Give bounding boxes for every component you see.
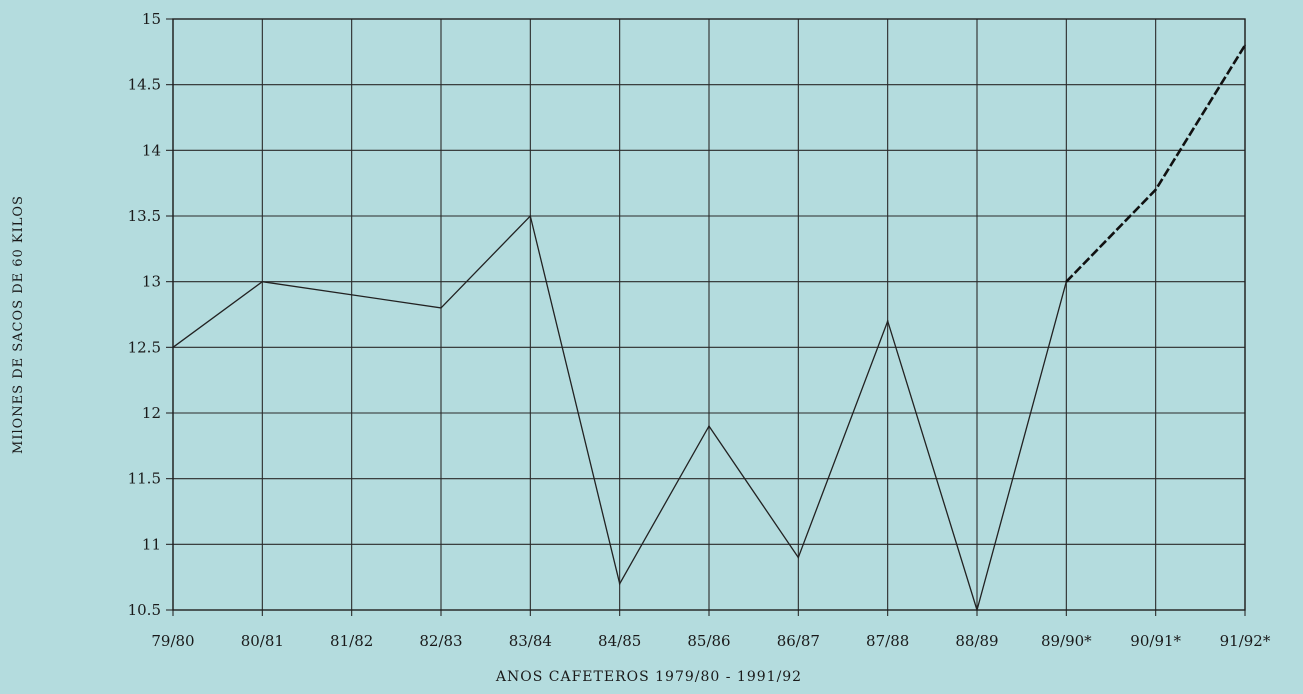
series-line-solid: [172, 214, 1067, 613]
data-point: [261, 280, 264, 283]
data-point: [886, 320, 889, 322]
x-tick-label: 89/90*: [1041, 632, 1092, 650]
y-tick-label: 11.5: [128, 470, 161, 488]
data-point: [976, 609, 978, 611]
x-tick-label: 82/83: [419, 632, 462, 650]
x-tick-label: 85/86: [687, 632, 730, 650]
y-tick-label: 12: [142, 404, 161, 422]
x-tick-label: 83/84: [509, 632, 552, 650]
y-axis-title: MIlONES DE SACOS DE 60 KILOS: [11, 195, 26, 454]
data-point: [529, 215, 532, 217]
data-point: [1154, 188, 1157, 191]
x-tick-label: 81/82: [330, 632, 373, 650]
y-tick-label: 12.5: [128, 338, 161, 356]
y-tick-label: 13.5: [128, 207, 161, 225]
x-tick-label: 90/91*: [1130, 632, 1181, 650]
label-layer: ANOS CAFETEROS 1979/80 - 1991/92 MIlONES…: [11, 10, 1271, 685]
axis-layer: [166, 18, 1246, 616]
x-tick-label: 87/88: [866, 632, 909, 650]
y-tick-label: 13: [142, 273, 161, 291]
data-point: [1244, 44, 1246, 47]
x-tick-label: 79/80: [151, 632, 194, 650]
x-tick-label: 80/81: [241, 632, 284, 650]
series-layer: [172, 44, 1247, 613]
y-tick-label: 14.5: [128, 76, 161, 94]
data-point: [618, 582, 621, 585]
data-point: [440, 307, 442, 309]
x-tick-label: 88/89: [955, 632, 998, 650]
x-tick-label: 86/87: [777, 632, 820, 650]
data-point: [172, 346, 174, 349]
x-axis-title: ANOS CAFETEROS 1979/80 - 1991/92: [495, 669, 802, 685]
y-tick-label: 14: [142, 141, 161, 159]
grid-layer: [172, 18, 1246, 611]
y-tick-label: 15: [142, 10, 161, 28]
y-tick-label: 11: [142, 535, 161, 553]
data-point: [797, 556, 800, 559]
y-tick-label: 10.5: [128, 601, 161, 619]
plot-frame: [172, 18, 1246, 611]
data-point: [1065, 280, 1068, 283]
x-tick-label: 84/85: [598, 632, 641, 650]
data-point: [708, 425, 710, 427]
x-tick-label: 91/92*: [1220, 632, 1271, 650]
